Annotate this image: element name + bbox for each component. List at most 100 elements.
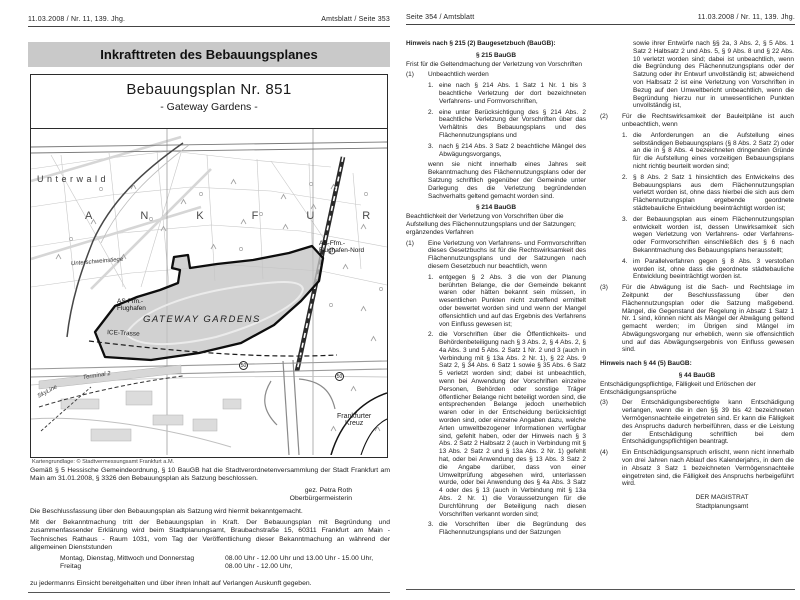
map-label-junction-airport: AS-Ffm.- Flughafen	[117, 298, 146, 312]
item-text: entgegen § 2 Abs. 3 die von der Planung …	[439, 273, 586, 328]
page-354: Seite 354 / Amtsblatt 11.03.2008 / Nr. 1…	[400, 0, 800, 600]
item-text: die Vorschriften über die Begründung des…	[439, 521, 586, 537]
footer-rule	[28, 592, 390, 593]
paragraph-214-2: (2) Für die Rechtswirksamkeit der Baulei…	[600, 113, 794, 129]
paragraph-text: Für die Rechtswirksamkeit der Bauleitplä…	[622, 113, 794, 128]
map-label-interchange: Frankfurter Kreuz	[337, 413, 372, 428]
item-number: 3.	[428, 521, 434, 529]
hint-215-heading: Hinweis nach § 215 (2) Baugesetzbuch (Ba…	[406, 40, 556, 47]
item-continuation: sowie ihrer Entwürfe nach §§ 2a, 3 Abs. …	[633, 40, 794, 110]
list-item: 1. entgegen § 2 Abs. 3 die von der Planu…	[428, 274, 586, 329]
item-number: 3.	[622, 215, 628, 223]
paragraph-number: (1)	[406, 239, 414, 247]
map-label-junction-north: AS-Ffm.- Flughafen-Nord	[319, 240, 365, 254]
page-header: 11.03.2008 / Nr. 11, 139. Jhg. Amtsblatt…	[28, 16, 390, 27]
map-label-forest: Unterwald	[37, 174, 110, 184]
list-item: 3. die Vorschriften über die Begründung …	[428, 521, 586, 537]
inspection-paragraph: Mit der Bekanntmachung tritt der Bebauun…	[30, 519, 390, 551]
list-item: 4. im Parallelverfahren gegen § 8 Abs. 3…	[622, 258, 794, 281]
header-date: 11.03.2008 / Nr. 11, 139. Jhg.	[697, 14, 795, 21]
closing-paragraph: zu jedermanns Einsicht bereitgehalten un…	[30, 580, 312, 587]
paragraph-214-1: (1) Eine Verletzung von Verfahrens- und …	[406, 240, 586, 271]
item-number: 4.	[622, 257, 628, 265]
closing-signature: DER MAGISTRAT Stadtplanungsamt	[600, 494, 794, 511]
resolution-paragraph: Gemäß § 5 Hessische Gemeindeordnung, § 1…	[30, 467, 390, 483]
map-title-block: Bebauungsplan Nr. 851 - Gateway Gardens …	[31, 75, 387, 129]
opening-hours-row: Montag, Dienstag, Mittwoch und Donnersta…	[60, 555, 390, 563]
map-label-city-letters: ANKFUR	[85, 210, 387, 222]
item-number: 2.	[428, 331, 434, 339]
item-text: die Vorschriften über die Öffentlichkeit…	[439, 331, 586, 518]
paragraph-text: Ein Entschädigungsanspruch erlischt, wen…	[622, 449, 794, 488]
item-number: 2.	[622, 173, 628, 181]
paragraph-number: (3)	[600, 284, 608, 292]
item-number: 1.	[428, 273, 434, 281]
header-page-number: Amtsblatt / Seite 353	[321, 16, 390, 23]
text-column-2: sowie ihrer Entwürfe nach §§ 2a, 3 Abs. …	[600, 40, 794, 511]
item-number: 2.	[428, 108, 434, 116]
closing-org: DER MAGISTRAT	[695, 494, 749, 502]
paragraph-number: (1)	[406, 71, 414, 79]
law-44-subtitle: Entschädigungspflichtige, Fälligkeit und…	[600, 380, 756, 396]
item-text: eine nach § 214 Abs. 1 Satz 1 Nr. 1 bis …	[439, 82, 586, 105]
page-353: 11.03.2008 / Nr. 11, 139. Jhg. Amtsblatt…	[28, 16, 390, 593]
hours-days: Montag, Dienstag, Mittwoch und Donnersta…	[60, 555, 195, 562]
hint-44-heading: Hinweis nach § 44 (5) BauGB:	[600, 360, 692, 368]
signature-name: gez. Petra Roth	[304, 487, 352, 494]
list-item: 2. die Vorschriften über die Öffentlichk…	[428, 331, 586, 518]
paragraph-text: Eine Verletzung von Verfahrens- und Form…	[428, 239, 586, 270]
law-215-subtitle: Frist für die Geltendmachung der Verletz…	[406, 60, 582, 68]
article-title-banner: Inkrafttreten des Bebauungsplanes	[28, 42, 390, 67]
law-44-heading: § 44 BauGB	[678, 372, 716, 380]
law-214-heading: § 214 BauGB	[475, 204, 517, 212]
paragraph-number: (4)	[600, 449, 608, 457]
map-canvas: Unterwald ANKFUR Unterschweinstiege AS-F…	[31, 129, 387, 455]
map-title: Bebauungsplan Nr. 851	[126, 81, 292, 98]
map-drawing	[31, 129, 387, 455]
map-figure: Bebauungsplan Nr. 851 - Gateway Gardens …	[30, 74, 388, 458]
list-item: 2. eine unter Berücksichtigung des § 214…	[428, 109, 586, 140]
list-item: 3. nach § 214 Abs. 3 Satz 2 beachtliche …	[428, 143, 586, 159]
paragraph-text: Der Entschädigungsberechtigte kann Entsc…	[622, 399, 794, 446]
paragraph-215-1: (1) Unbeachtlich werden	[406, 71, 586, 79]
paragraph-number: (3)	[600, 399, 608, 407]
closing-dept: Stadtplanungsamt	[695, 502, 749, 510]
road-number-badge: 50	[239, 361, 248, 370]
item-number: 1.	[428, 82, 434, 90]
law-215-heading: § 215 BauGB	[475, 51, 517, 59]
item-number: 1.	[622, 131, 628, 139]
list-item: 2. § 8 Abs. 2 Satz 1 hinsichtlich des En…	[622, 174, 794, 213]
hours-time: 08.00 Uhr - 12.00 Uhr und 13.00 Uhr - 15…	[225, 555, 374, 562]
paragraph-44-3: (3) Der Entschädigungsberechtigte kann E…	[600, 399, 794, 446]
paragraph-44-4: (4) Ein Entschädigungsanspruch erlischt,…	[600, 449, 794, 488]
paragraph-text: Unbeachtlich werden	[428, 71, 489, 79]
paragraph-tail: wenn sie nicht innerhalb eines Jahres se…	[428, 161, 586, 200]
item-text: im Parallelverfahren gegen § 8 Abs. 3 ve…	[633, 257, 794, 281]
list-item: 3. der Bebauungsplan aus einem Flächennu…	[622, 216, 794, 255]
item-text: eine unter Berücksichtigung des § 214 Ab…	[439, 108, 586, 139]
map-label-plan-area: GATEWAY GARDENS	[143, 314, 261, 325]
map-subtitle: - Gateway Gardens -	[160, 101, 258, 113]
item-text: § 8 Abs. 2 Satz 1 hinsichtlich des Entwi…	[633, 173, 794, 212]
header-page-number: Seite 354 / Amtsblatt	[406, 14, 475, 21]
footer-rule	[406, 589, 795, 590]
announcement-paragraph: Die Beschlussfassung über den Bebauungsp…	[30, 508, 303, 515]
list-item: 1. die Anforderungen an die Aufstellung …	[622, 132, 794, 171]
law-214-subtitle: Beachtlichkeit der Verletzung von Vorsch…	[406, 213, 576, 236]
paragraph-text: Für die Abwägung ist die Sach- und Recht…	[622, 284, 794, 354]
list-item: 1. eine nach § 214 Abs. 1 Satz 1 Nr. 1 b…	[428, 82, 586, 105]
opening-hours: Montag, Dienstag, Mittwoch und Donnersta…	[60, 555, 390, 572]
paragraph-214-3: (3) Für die Abwägung ist die Sach- und R…	[600, 284, 794, 354]
item-text: der Bebauungsplan aus einem Flächennutzu…	[633, 215, 794, 254]
hours-time: 08.00 Uhr - 12.00 Uhr,	[225, 563, 293, 571]
paragraph-number: (2)	[600, 113, 608, 121]
item-text: die Anforderungen an die Aufstellung ein…	[633, 131, 794, 170]
item-text: nach § 214 Abs. 3 Satz 2 beachtliche Män…	[439, 142, 586, 158]
signature-title: Oberbürgermeisterin	[289, 495, 352, 503]
page-header: Seite 354 / Amtsblatt 11.03.2008 / Nr. 1…	[406, 14, 795, 25]
hours-days: Freitag	[60, 563, 82, 571]
signature-block: gez. Petra Roth Oberbürgermeisterin	[30, 487, 390, 504]
header-date: 11.03.2008 / Nr. 11, 139. Jhg.	[28, 16, 126, 23]
text-column-1: Hinweis nach § 215 (2) Baugesetzbuch (Ba…	[406, 40, 586, 537]
item-number: 3.	[428, 142, 434, 150]
